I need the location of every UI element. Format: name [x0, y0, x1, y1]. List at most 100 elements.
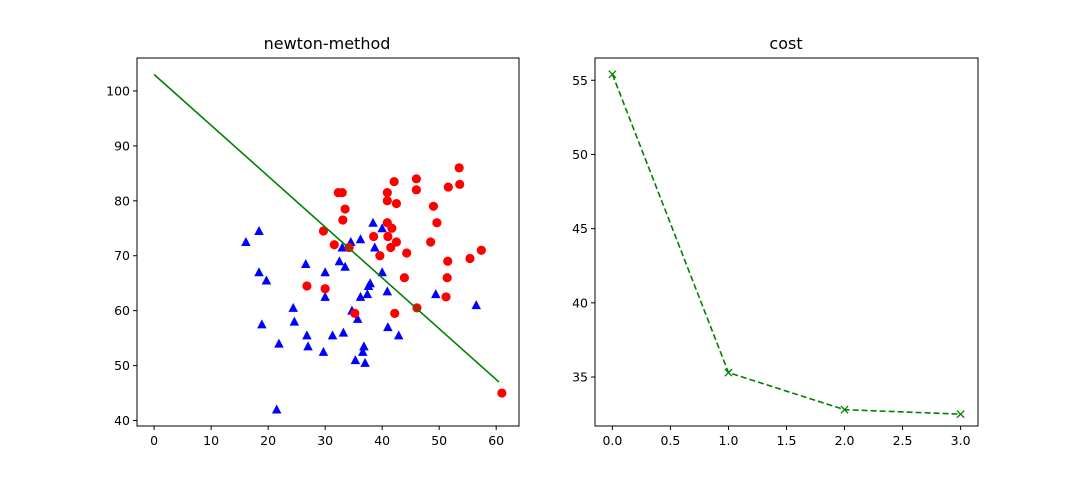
newton-method-ytick-label: 100 [106, 83, 130, 98]
triangle-point [261, 275, 272, 285]
circle-point [340, 204, 350, 214]
triangle-point [318, 346, 329, 356]
circle-point [443, 256, 453, 266]
circle-point [441, 292, 451, 302]
triangle-point [337, 242, 348, 252]
circle-point [389, 176, 399, 187]
cost-xtick-label: 2.0 [835, 433, 855, 448]
cost-ytick-label: 40 [572, 295, 588, 310]
cost-xtick-label: 2.5 [893, 433, 913, 448]
triangle-point [355, 234, 366, 244]
triangle-point [340, 261, 350, 271]
triangle-point [370, 242, 380, 252]
triangle-point [327, 330, 338, 340]
cost-ytick-label: 50 [572, 147, 588, 162]
circle-point [454, 163, 464, 173]
cost-title: cost [769, 34, 802, 53]
triangle-point [289, 316, 300, 326]
circle-point [426, 237, 436, 247]
triangle-point [288, 302, 298, 312]
triangle-point [274, 338, 284, 348]
newton-method-plot: newton-method 0 10 20 30 40 50 60 40 50 60 70 80 90 1… [106, 34, 520, 448]
circle-point [443, 182, 453, 192]
circle-point [383, 231, 393, 242]
newton-method-ytick-label: 40 [114, 413, 130, 428]
triangle-point [358, 346, 368, 356]
circle-point [391, 198, 402, 209]
cost-point-marker [724, 368, 733, 377]
circle-point [338, 215, 348, 225]
triangle-point [320, 267, 330, 277]
decision-boundary-line [153, 73, 500, 383]
triangle-point [359, 341, 369, 351]
circle-point [387, 223, 397, 233]
cost-plot: cost 0.0 0.5 1.0 1.5 2.0 2.5 3.0 35 40 45 50 55 [572, 34, 979, 448]
newton-method-ytick-label: 90 [114, 138, 130, 153]
circle-point [391, 237, 402, 247]
newton-method-frame [136, 57, 520, 427]
cost-data [608, 70, 965, 419]
cost-line [611, 74, 961, 415]
circle-point [402, 248, 412, 258]
triangle-point [383, 322, 393, 332]
triangle-point [368, 217, 378, 227]
triangle-point [377, 267, 387, 277]
circle-point [375, 251, 385, 261]
cost-axes: 0.0 0.5 1.0 1.5 2.0 2.5 3.0 35 40 45 50 55 [572, 73, 970, 448]
cost-xtick-label: 0.5 [660, 433, 680, 448]
circle-point [318, 226, 329, 236]
triangle-point [360, 357, 370, 367]
circle-point [476, 245, 486, 255]
triangle-point [271, 404, 282, 414]
circle-point [465, 253, 475, 264]
circle-point [428, 201, 439, 211]
newton-method-xtick-label: 10 [203, 433, 219, 448]
circle-point [390, 308, 400, 319]
triangle-point [377, 223, 387, 233]
triangle-point [382, 286, 393, 296]
triangle-point [254, 226, 264, 236]
triangle-point [254, 267, 264, 277]
triangle-point [471, 300, 481, 310]
circle-point [411, 174, 421, 184]
newton-method-ytick-label: 60 [114, 303, 130, 318]
circle-point [302, 281, 312, 291]
circle-point [320, 284, 330, 294]
newton-method-axes: 0 10 20 30 40 50 60 40 50 60 70 80 90 100 [106, 83, 504, 448]
circle-point [442, 273, 452, 283]
triangle-point [334, 256, 345, 266]
circle-point [329, 240, 339, 250]
triangle-point [393, 330, 404, 340]
circle-point [455, 179, 465, 189]
triangle-point [355, 291, 366, 301]
cost-ytick-label: 35 [572, 370, 588, 385]
triangle-point [303, 341, 313, 351]
newton-method-xtick-label: 30 [317, 433, 333, 448]
circle-point [350, 308, 360, 319]
circle-point [497, 388, 507, 398]
triangle-point [362, 289, 373, 299]
newton-method-xtick-label: 40 [374, 433, 390, 448]
newton-method-xtick-label: 0 [150, 433, 158, 448]
triangle-point [241, 237, 251, 246]
triangle-point [320, 291, 330, 301]
cost-point-marker [608, 70, 617, 79]
newton-method-ytick-label: 50 [114, 358, 130, 373]
newton-method-xtick-label: 20 [260, 433, 276, 448]
cost-point-marker [956, 410, 965, 419]
cost-frame [594, 57, 979, 427]
cost-xtick-label: 1.5 [777, 433, 797, 448]
cost-xtick-label: 0.0 [602, 433, 622, 448]
triangle-point [338, 327, 349, 337]
triangle-point [365, 278, 375, 288]
triangle-point [350, 355, 361, 365]
newton-method-xtick-label: 60 [488, 433, 504, 448]
cost-ytick-label: 45 [572, 221, 588, 236]
newton-method-ytick-label: 70 [114, 248, 130, 263]
cost-point-marker [840, 405, 849, 414]
triangle-point [431, 289, 441, 299]
circle-point [382, 187, 392, 198]
circle-point [432, 218, 442, 228]
